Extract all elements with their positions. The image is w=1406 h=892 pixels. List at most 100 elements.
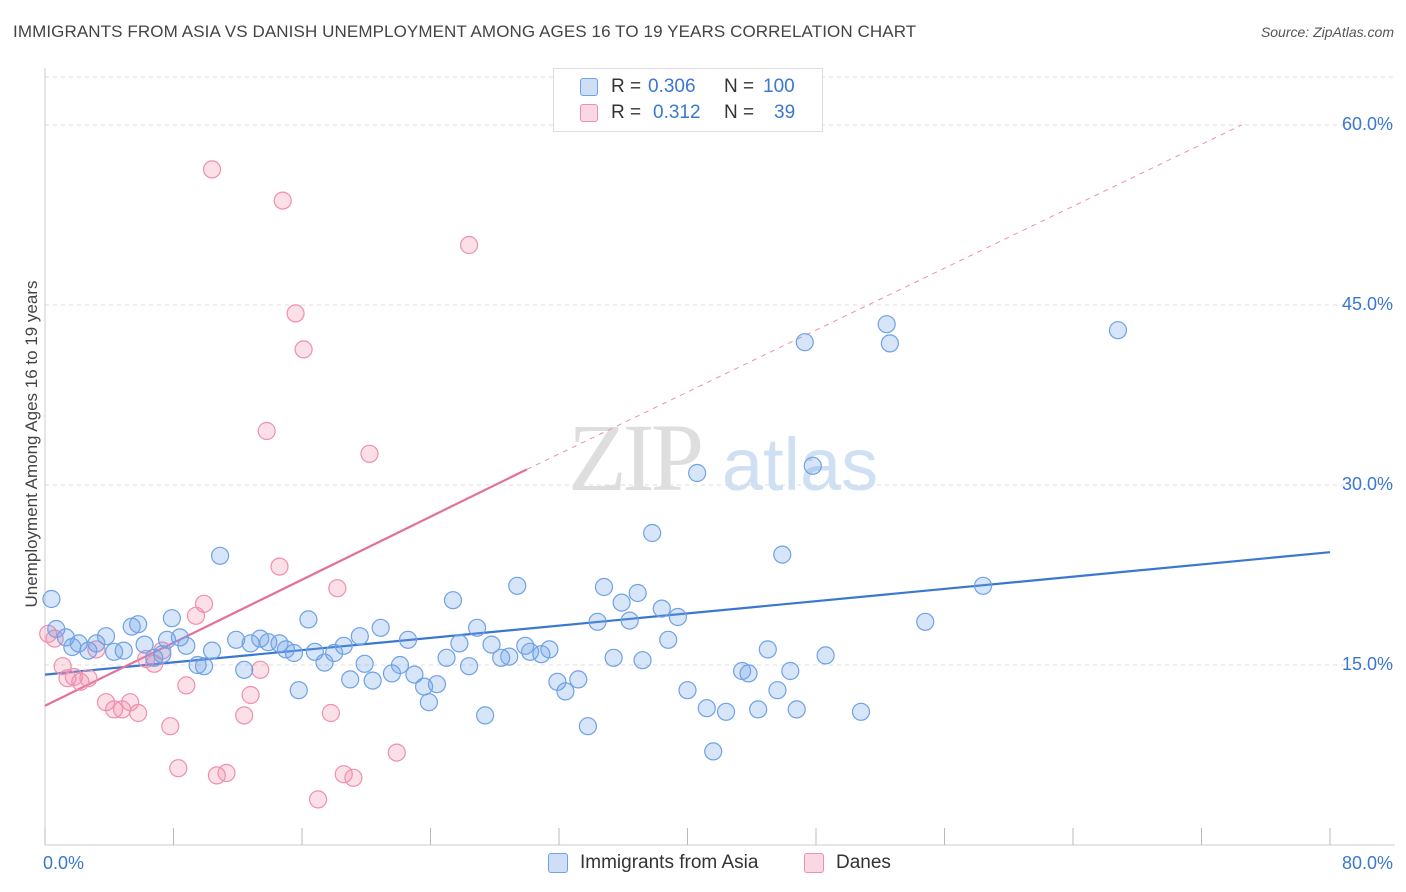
legend-swatch-asia [580,78,598,96]
point-asia [405,665,424,684]
point-asia [350,627,369,646]
point-asia [688,463,707,483]
point-asia [877,315,896,334]
point-asia [973,576,993,595]
point-asia [284,643,304,663]
trend-lines [44,124,1331,707]
point-asia [419,693,438,712]
point-asia [578,717,598,736]
point-danes [321,703,341,723]
point-danes [273,191,292,210]
legend-n-label: N = [724,102,755,123]
point-asia [556,682,575,701]
point-danes [294,340,313,359]
point-asia [129,615,148,634]
point-asia [880,334,899,353]
x-tick-label: 80.0% [1342,853,1393,873]
x-tick-label: 0.0% [43,853,84,873]
point-asia [210,546,230,565]
trend-line-asia [44,551,1331,676]
legend-r-value: 0.312 [653,102,701,123]
point-asia [427,675,447,694]
point-asia [153,645,172,664]
point-asia [520,642,540,661]
y-tick-label: 30.0% [1342,474,1393,494]
point-asia [177,636,196,655]
point-asia [42,589,61,609]
point-asia [652,599,671,618]
legend-n-label: N = [724,76,755,97]
point-asia [697,699,716,718]
point-asia [749,700,768,719]
point-asia [633,651,652,670]
y-tick-label: 45.0% [1342,294,1393,314]
point-asia [476,706,495,725]
bottom-legend-swatch-danes [804,853,824,873]
point-asia [363,671,382,690]
point-asia [628,583,647,603]
y-tick-label: 15.0% [1342,654,1393,674]
point-asia [594,577,614,597]
point-asia [299,610,318,629]
point-asia [508,576,527,595]
point-asia [916,612,935,631]
point-asia [235,660,254,679]
point-danes [360,444,379,463]
point-asia [482,635,501,654]
point-danes [169,759,188,778]
point-asia [315,653,334,672]
legend-n-value: 100 [763,76,795,97]
point-danes [79,669,98,688]
trend-line-danes [44,468,528,707]
bottom-legend-label-asia: Immigrants from Asia [580,852,759,873]
point-asia [704,742,723,761]
point-asia [398,630,418,649]
point-asia [69,634,88,653]
point-asia [500,647,519,666]
point-asia [781,661,800,681]
point-asia [227,630,246,649]
point-asia [371,618,390,637]
point-asia [289,681,308,700]
legend-r-value: 0.306 [648,76,696,97]
point-asia [659,630,678,649]
point-asia [851,702,871,721]
watermark: ZIP atlas [568,404,878,511]
point-danes [241,685,260,705]
tick-labels: 15.0% 30.0% 45.0% 60.0% 0.0% 80.0% [43,114,1393,873]
point-asia [104,642,124,661]
point-asia [643,523,662,543]
chart-title: IMMIGRANTS FROM ASIA VS DANISH UNEMPLOYM… [13,22,917,41]
point-danes [217,763,236,783]
y-axis-label: Unemployment Among Ages 16 to 19 years [22,281,41,608]
legend-n-value: 39 [774,102,796,123]
legend-swatch-danes [580,104,598,122]
point-asia [390,655,410,675]
point-asia [135,635,154,654]
point-danes [286,304,305,323]
watermark-atlas: atlas [722,423,878,506]
point-danes [129,703,148,723]
point-asia [516,636,535,655]
legend-r-label: R = [611,102,642,123]
point-asia [355,654,374,673]
bottom-legend-swatch-asia [548,853,568,873]
point-asia [739,664,758,683]
point-asia [443,591,463,610]
point-asia [325,643,344,663]
data-points [39,160,1128,809]
point-asia [668,607,687,627]
point-asia [569,670,588,689]
point-danes [270,557,289,576]
point-danes [344,768,363,787]
point-asia [162,609,181,628]
point-asia [114,641,133,660]
point-asia [716,702,736,721]
point-danes [194,594,214,613]
point-danes [235,706,254,725]
point-asia [604,648,623,667]
grid-lines [45,76,1395,666]
point-danes [328,579,347,598]
point-asia [87,634,106,653]
